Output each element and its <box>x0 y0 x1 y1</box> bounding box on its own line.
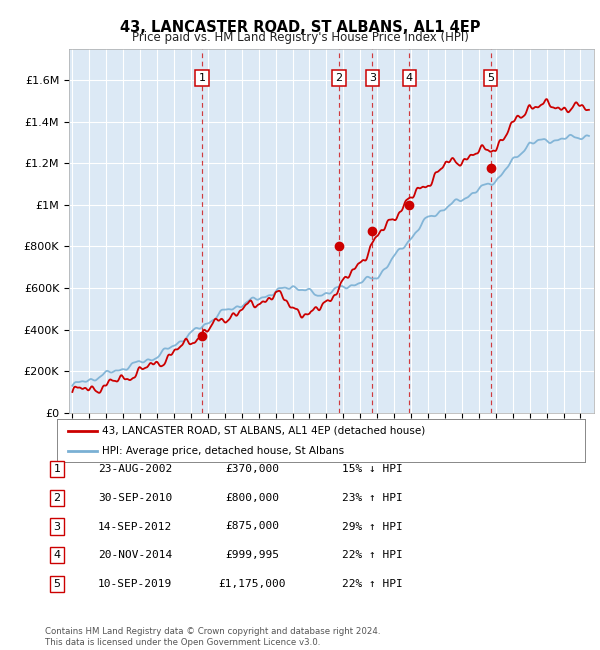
Text: HPI: Average price, detached house, St Albans: HPI: Average price, detached house, St A… <box>102 446 344 456</box>
Text: £800,000: £800,000 <box>225 493 279 503</box>
Text: 23% ↑ HPI: 23% ↑ HPI <box>341 493 403 503</box>
Text: 29% ↑ HPI: 29% ↑ HPI <box>341 521 403 532</box>
Text: 15% ↓ HPI: 15% ↓ HPI <box>341 464 403 474</box>
Text: £370,000: £370,000 <box>225 464 279 474</box>
Text: 43, LANCASTER ROAD, ST ALBANS, AL1 4EP (detached house): 43, LANCASTER ROAD, ST ALBANS, AL1 4EP (… <box>102 426 425 436</box>
Text: 1: 1 <box>53 464 61 474</box>
Text: £1,175,000: £1,175,000 <box>218 578 286 589</box>
Text: Price paid vs. HM Land Registry's House Price Index (HPI): Price paid vs. HM Land Registry's House … <box>131 31 469 44</box>
Text: 43, LANCASTER ROAD, ST ALBANS, AL1 4EP: 43, LANCASTER ROAD, ST ALBANS, AL1 4EP <box>120 20 480 34</box>
Text: 30-SEP-2010: 30-SEP-2010 <box>98 493 172 503</box>
Text: 1: 1 <box>199 73 205 83</box>
Text: 5: 5 <box>53 578 61 589</box>
Text: 2: 2 <box>53 493 61 503</box>
Text: £875,000: £875,000 <box>225 521 279 532</box>
Text: 4: 4 <box>406 73 413 83</box>
Text: 2: 2 <box>335 73 343 83</box>
Text: 22% ↑ HPI: 22% ↑ HPI <box>341 578 403 589</box>
Text: 22% ↑ HPI: 22% ↑ HPI <box>341 550 403 560</box>
Text: 3: 3 <box>369 73 376 83</box>
Text: 5: 5 <box>487 73 494 83</box>
Text: £999,995: £999,995 <box>225 550 279 560</box>
Text: 3: 3 <box>53 521 61 532</box>
Text: 20-NOV-2014: 20-NOV-2014 <box>98 550 172 560</box>
Text: 4: 4 <box>53 550 61 560</box>
Text: 10-SEP-2019: 10-SEP-2019 <box>98 578 172 589</box>
Text: Contains HM Land Registry data © Crown copyright and database right 2024.
This d: Contains HM Land Registry data © Crown c… <box>45 627 380 647</box>
Text: 23-AUG-2002: 23-AUG-2002 <box>98 464 172 474</box>
Text: 14-SEP-2012: 14-SEP-2012 <box>98 521 172 532</box>
